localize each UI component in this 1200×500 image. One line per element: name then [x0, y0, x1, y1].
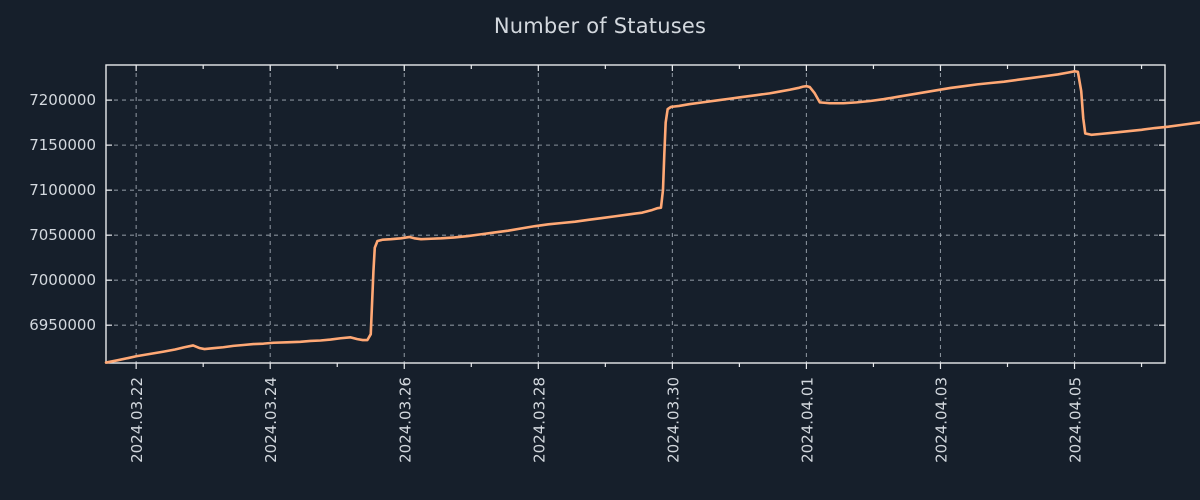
x-tick-label: 2024.03.26 [396, 377, 414, 463]
grid-lines [106, 65, 1165, 363]
y-tick-label: 7200000 [29, 91, 96, 109]
x-tick-label: 2024.03.22 [128, 377, 146, 463]
page-title: Number of Statuses [493, 14, 707, 38]
data-series [104, 70, 1200, 364]
x-tick-label: 2024.04.03 [932, 377, 950, 463]
x-axis-tick-labels: 2024.03.22 2024.03.24 2024.03.26 2024.03.28… [128, 377, 1084, 463]
x-tick-label: 2024.03.30 [664, 377, 682, 463]
y-tick-label: 7150000 [29, 136, 96, 154]
x-tick-label: 2024.03.28 [530, 377, 548, 463]
y-tick-label: 6950000 [29, 316, 96, 334]
x-tick-label: 2024.03.24 [262, 377, 280, 463]
y-tick-label: 7050000 [29, 226, 96, 244]
y-tick-label: 7100000 [29, 181, 96, 199]
x-tick-label: 2024.04.01 [798, 377, 816, 463]
x-tick-label: 2024.04.05 [1067, 377, 1085, 463]
plot-frame [105, 64, 1166, 364]
axis-ticks [106, 65, 1165, 369]
y-axis-tick-labels: 6950000 7000000 7050000 7100000 7150000 72000… [29, 91, 96, 334]
y-tick-label: 7000000 [29, 271, 96, 289]
